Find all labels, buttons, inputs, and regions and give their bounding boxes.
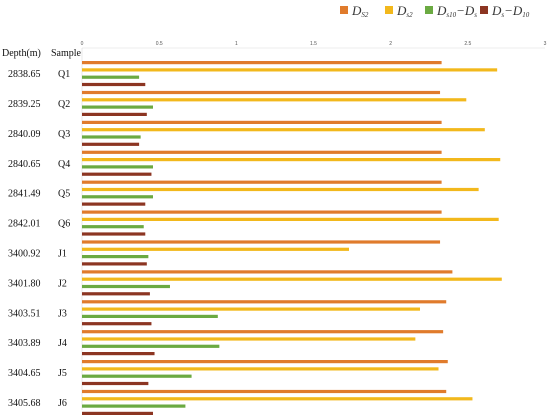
bar-q6-series-0	[82, 210, 442, 214]
depth-label: 3404.65	[8, 368, 41, 379]
bar-j3-series-2	[82, 314, 218, 318]
x-tick-label: 3	[544, 41, 547, 47]
depth-column-header: Depth(m)	[2, 48, 41, 59]
depth-label: 2839.25	[8, 99, 41, 110]
legend-label-3: Ds−D10	[491, 3, 530, 19]
sample-label: Q2	[58, 99, 70, 110]
depth-label: 2840.65	[8, 159, 41, 170]
depth-label: 3403.89	[8, 338, 41, 349]
sample-label: J1	[58, 248, 67, 259]
bar-j5-series-2	[82, 374, 192, 378]
bar-j4-series-0	[82, 330, 444, 334]
legend-swatch-3	[480, 6, 488, 14]
sample-column-header: Sample	[51, 48, 82, 59]
legend: DS2 Ds2 Ds10−Ds Ds−D10	[340, 3, 530, 19]
bar-j3-series-1	[82, 307, 420, 311]
x-tick-label: 0	[81, 41, 84, 47]
depth-label: 2841.49	[8, 189, 41, 200]
legend-swatch-2	[425, 6, 433, 14]
bar-q5-series-3	[82, 202, 146, 206]
bar-q3-series-0	[82, 120, 442, 124]
bar-j4-series-1	[82, 337, 416, 341]
depth-label: 3400.92	[8, 248, 41, 259]
bar-q4-series-2	[82, 165, 153, 169]
bar-j2-series-1	[82, 277, 502, 281]
bar-q2-series-3	[82, 112, 147, 116]
bar-j2-series-2	[82, 284, 170, 289]
sample-label: Q5	[58, 189, 70, 200]
x-tick-label: 2.5	[464, 41, 471, 47]
legend-label-2: Ds10−Ds	[436, 3, 477, 19]
bar-j2-series-0	[82, 270, 453, 274]
bar-q3-series-1	[82, 128, 485, 132]
bar-q3-series-3	[82, 142, 140, 146]
bars	[82, 61, 502, 415]
depth-label: 2838.65	[8, 69, 41, 80]
bar-j4-series-3	[82, 352, 155, 356]
bar-j5-series-0	[82, 360, 448, 364]
legend-swatch-0	[340, 6, 348, 14]
sample-label: J6	[58, 398, 67, 409]
sample-label: Q4	[58, 159, 70, 170]
bar-q1-series-3	[82, 82, 146, 87]
bar-j6-series-0	[82, 389, 447, 394]
bar-q2-series-0	[82, 90, 441, 95]
legend-swatch-1	[385, 6, 393, 14]
bar-q4-series-0	[82, 150, 442, 154]
bar-q2-series-1	[82, 98, 467, 102]
bar-j1-series-0	[82, 240, 441, 244]
x-tick-label: 0.5	[156, 41, 163, 47]
x-tick-label: 1.5	[310, 41, 317, 47]
x-tick-label: 1	[235, 41, 238, 47]
depth-label: 3401.80	[8, 278, 41, 289]
legend-label-0: DS2	[351, 3, 369, 19]
depth-label: 2842.01	[8, 219, 41, 230]
bar-q1-series-2	[82, 75, 140, 79]
bar-q6-series-1	[82, 217, 499, 221]
bar-j5-series-1	[82, 367, 439, 371]
bar-q3-series-2	[82, 135, 141, 139]
legend-label-1: Ds2	[396, 3, 413, 19]
depth-label: 3405.68	[8, 398, 41, 409]
bar-q4-series-3	[82, 172, 152, 176]
depth-label: 3403.51	[8, 308, 41, 319]
x-tick-label: 2	[389, 41, 392, 47]
bar-j1-series-3	[82, 262, 147, 266]
bar-q1-series-1	[82, 68, 498, 72]
rows: 2838.65 Q1 2839.25 Q2 2840.09 Q3 2840.65 Q4 2841…	[8, 69, 70, 409]
bar-q4-series-1	[82, 158, 501, 162]
sample-label: J5	[58, 368, 67, 379]
bar-j4-series-2	[82, 344, 220, 348]
bar-q6-series-3	[82, 232, 146, 236]
bar-q5-series-0	[82, 180, 442, 184]
bar-j6-series-1	[82, 397, 473, 401]
bar-q2-series-2	[82, 105, 153, 109]
bar-j3-series-0	[82, 300, 447, 304]
bar-q6-series-2	[82, 225, 144, 229]
bar-j1-series-1	[82, 247, 349, 251]
sample-label: Q3	[58, 129, 70, 140]
bar-q5-series-2	[82, 195, 153, 199]
bar-q1-series-0	[82, 61, 442, 65]
bar-j6-series-2	[82, 404, 186, 408]
bar-q5-series-1	[82, 187, 479, 192]
bar-j3-series-3	[82, 322, 152, 326]
bar-j1-series-2	[82, 255, 149, 259]
sample-label: J2	[58, 278, 67, 289]
bar-j2-series-3	[82, 292, 150, 296]
bar-j5-series-3	[82, 381, 149, 386]
sample-label: J3	[58, 308, 67, 319]
bar-j6-series-3	[82, 411, 153, 415]
sample-label: Q1	[58, 69, 70, 80]
sample-label: J4	[58, 338, 67, 349]
sample-label: Q6	[58, 219, 70, 230]
depth-label: 2840.09	[8, 129, 41, 140]
